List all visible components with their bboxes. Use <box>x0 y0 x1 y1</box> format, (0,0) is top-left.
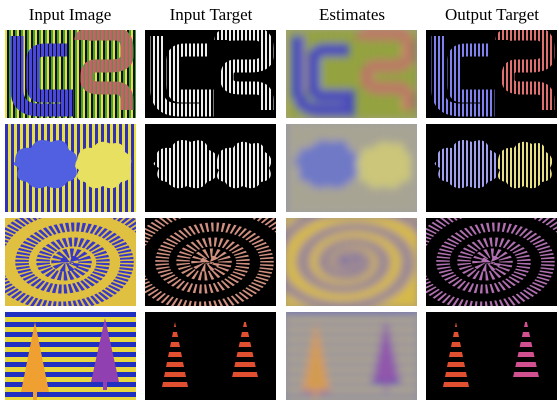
column-header: Input Target <box>170 5 253 24</box>
output-target <box>426 312 557 400</box>
estimate <box>286 30 417 118</box>
estimate <box>286 124 417 212</box>
estimate <box>286 312 417 400</box>
page: Input Image Input Target Estimates Outpu… <box>0 0 559 408</box>
input-target <box>145 312 276 400</box>
input-target <box>135 208 297 306</box>
input-image <box>5 124 136 212</box>
output-target <box>426 30 557 118</box>
input-image <box>5 30 136 118</box>
input-image <box>0 208 157 306</box>
input-target <box>145 124 276 212</box>
output-target <box>416 208 559 306</box>
output-target <box>426 124 557 212</box>
column-header: Output Target <box>445 5 539 24</box>
input-image <box>5 312 136 400</box>
figure: Input Image Input Target Estimates Outpu… <box>0 0 559 408</box>
estimate <box>276 208 438 306</box>
column-header: Estimates <box>319 5 385 24</box>
column-header: Input Image <box>29 5 112 24</box>
input-target <box>145 30 276 118</box>
